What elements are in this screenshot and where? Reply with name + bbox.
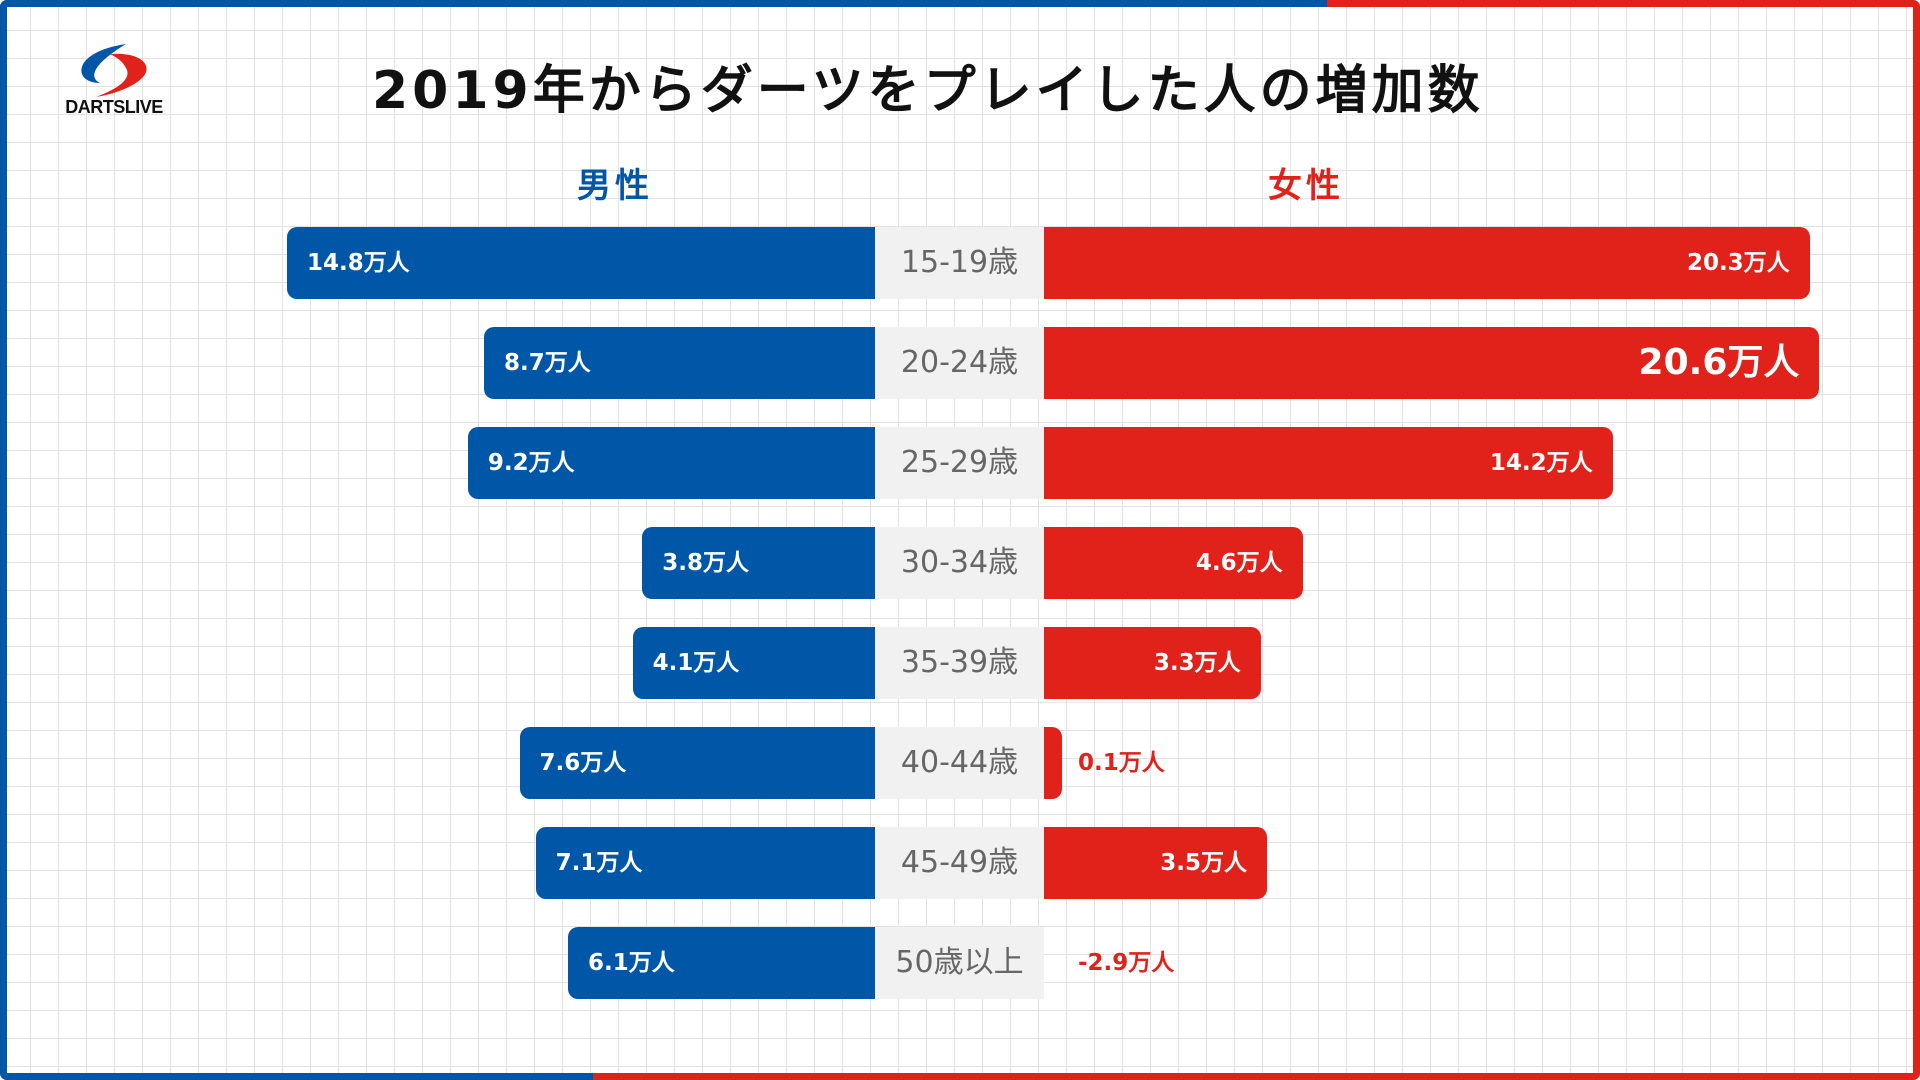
chart-row: 6.1万人 -2.9万人 50歳以上 — [0, 927, 1920, 999]
age-category-label: 40-44歳 — [875, 727, 1044, 799]
logo-text: DARTSLIVE — [65, 97, 163, 117]
border-bottom-red — [593, 1073, 1920, 1080]
border-left — [0, 0, 7, 1080]
chart-title: 2019年からダーツをプレイした人の増加数 — [372, 61, 1484, 121]
bar-male — [632, 627, 875, 699]
chart-row: 8.7万人 20.6万人 20-24歳 — [0, 327, 1920, 399]
chart-row: 7.1万人 3.5万人 45-49歳 — [0, 827, 1920, 899]
age-category-label: 30-34歳 — [875, 527, 1044, 599]
bar-female — [1044, 227, 1810, 299]
age-category-label: 25-29歳 — [875, 427, 1044, 499]
value-label-female: 4.6万人 — [1195, 550, 1283, 576]
value-label-male: 7.6万人 — [539, 750, 627, 776]
border-bottom-blue — [0, 1073, 593, 1080]
value-label-male: 6.1万人 — [587, 950, 675, 976]
bar-female — [1044, 727, 1062, 799]
bar-female — [1044, 627, 1261, 699]
value-label-female: -2.9万人 — [1078, 950, 1175, 976]
value-label-female: 0.1万人 — [1078, 750, 1165, 776]
dartslive-swoosh-icon — [81, 44, 147, 97]
value-label-male: 4.1万人 — [652, 650, 740, 676]
chart-row: 4.1万人 3.3万人 35-39歳 — [0, 627, 1920, 699]
value-label-female: 3.3万人 — [1153, 650, 1241, 676]
bar-female — [1044, 827, 1268, 899]
bar-male — [286, 227, 875, 299]
bar-male — [467, 427, 875, 499]
value-label-male: 9.2万人 — [487, 450, 575, 476]
chart-row: 9.2万人 14.2万人 25-29歳 — [0, 427, 1920, 499]
age-category-label: 15-19歳 — [875, 227, 1044, 299]
value-label-male: 8.7万人 — [503, 350, 591, 376]
value-label-female: 20.3万人 — [1686, 250, 1790, 276]
value-label-female: 3.5万人 — [1160, 850, 1248, 876]
chart-row: 7.6万人 0.1万人 40-44歳 — [0, 727, 1920, 799]
legend-male: 男性 — [577, 166, 653, 206]
legend-female: 女性 — [1268, 166, 1344, 206]
border-top-red — [1327, 0, 1920, 7]
chart-row: 3.8万人 4.6万人 30-34歳 — [0, 527, 1920, 599]
value-label-male: 7.1万人 — [555, 850, 643, 876]
bar-male — [642, 527, 875, 599]
dartslive-logo: DARTSLIVE — [54, 40, 174, 120]
value-label-female: 20.6万人 — [1638, 342, 1800, 383]
value-label-male: 14.8万人 — [306, 250, 410, 276]
bar-male — [519, 727, 875, 799]
value-label-male: 3.8万人 — [662, 550, 749, 576]
age-category-label: 50歳以上 — [875, 927, 1044, 999]
border-right — [1913, 0, 1920, 1080]
age-category-label: 45-49歳 — [875, 827, 1044, 899]
bar-male — [535, 827, 875, 899]
age-category-label: 35-39歳 — [875, 627, 1044, 699]
bar-female — [1044, 427, 1613, 499]
bar-female — [1044, 527, 1303, 599]
age-category-label: 20-24歳 — [875, 327, 1044, 399]
value-label-female: 14.2万人 — [1489, 450, 1593, 476]
bar-female — [1044, 327, 1820, 399]
bar-male — [567, 927, 875, 999]
border-top-blue — [0, 0, 1327, 7]
bar-male — [483, 327, 875, 399]
chart-row: 14.8万人 20.3万人 15-19歳 — [0, 227, 1920, 299]
